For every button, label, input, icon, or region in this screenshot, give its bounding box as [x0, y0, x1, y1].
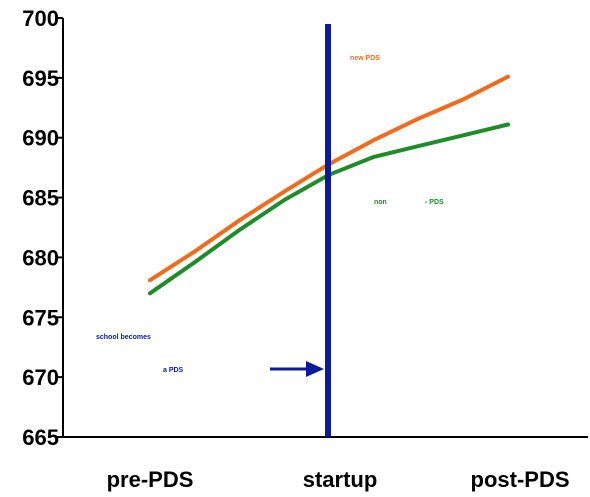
arrow-icon: [270, 361, 324, 377]
y-tick-label: 700: [22, 6, 59, 31]
label-dash-pds: - PDS: [425, 199, 444, 206]
label-a-pds: a PDS: [163, 367, 184, 374]
y-tick-label: 695: [22, 66, 59, 91]
x-tick-label: post-PDS: [471, 467, 570, 492]
y-tick-label: 665: [22, 425, 59, 450]
x-tick-label: startup: [303, 467, 378, 492]
x-tick-labels: pre-PDS startup post-PDS: [107, 467, 570, 492]
label-non: non: [374, 199, 387, 206]
y-tick-label: 690: [22, 126, 59, 151]
y-tick-labels: 700 695 690 685 680 675 670 665: [22, 6, 63, 450]
y-tick-label: 670: [22, 365, 59, 390]
label-new-pds: new PDS: [350, 55, 380, 62]
x-tick-label: pre-PDS: [107, 467, 194, 492]
y-tick-label: 680: [22, 245, 59, 270]
chart-annotations: new PDS non - PDS school becomes a PDS: [96, 55, 444, 374]
y-tick-label: 675: [22, 305, 59, 330]
startup-marker: [270, 24, 331, 437]
label-school-becomes: school becomes: [96, 334, 151, 341]
y-tick-label: 685: [22, 186, 59, 211]
